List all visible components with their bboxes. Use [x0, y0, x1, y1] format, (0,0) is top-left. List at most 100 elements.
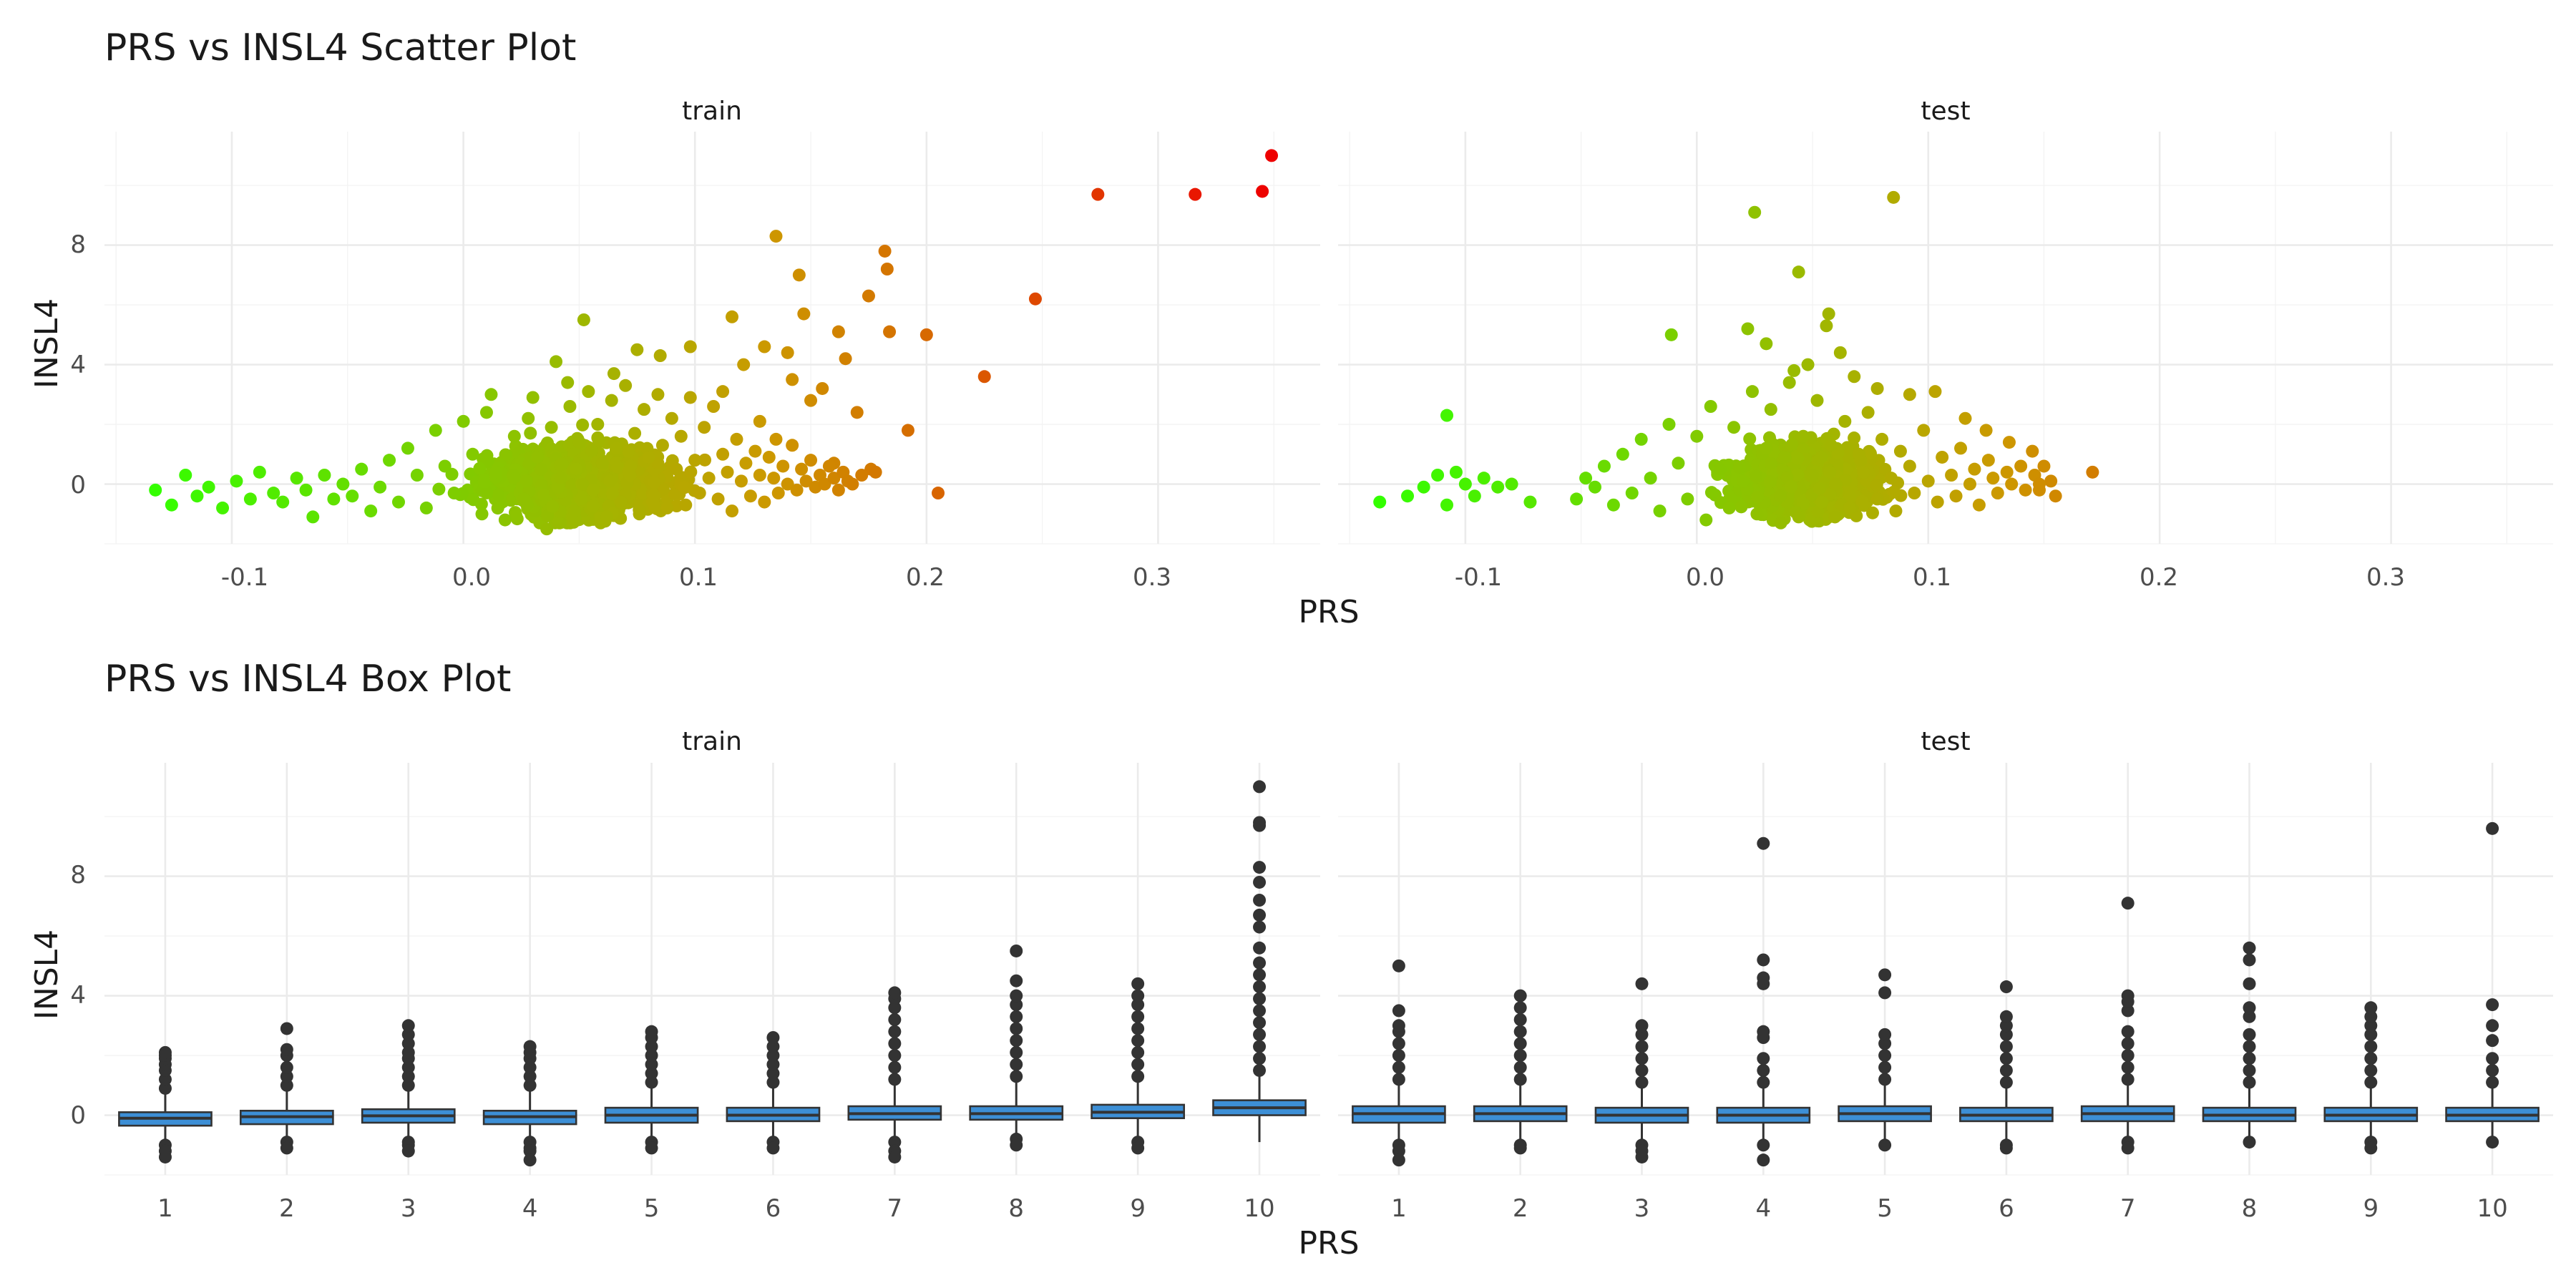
scatter-point [1855, 494, 1869, 508]
scatter-point [683, 391, 697, 404]
scatter-x-tick-labels: -0.1 0.0 0.1 0.2 0.3 -0.1 0.0 0.1 0.2 0.… [221, 563, 2405, 592]
box-outlier [1999, 1075, 2013, 1089]
scatter-point [216, 501, 230, 514]
box-outlier [158, 1081, 172, 1095]
scatter-point [603, 474, 617, 488]
box-outlier [1131, 998, 1145, 1012]
scatter-point [674, 429, 688, 443]
scatter-point [419, 501, 433, 514]
scatter-point [646, 489, 660, 503]
scatter-point [1773, 489, 1787, 503]
scatter-plot: PRS vs INSL4 Scatter Plot train test 8 4… [29, 26, 2553, 630]
box-outlier [1010, 1034, 1023, 1048]
box-outlier [280, 1141, 293, 1155]
scatter-test-points [1373, 190, 2099, 530]
scatter-point [1028, 292, 1042, 306]
scatter-point [1763, 475, 1777, 489]
scatter-point [622, 444, 635, 458]
scatter-point [1823, 487, 1837, 501]
box-x-axis-title: PRS [1298, 1225, 1359, 1262]
box-outlier [1253, 780, 1267, 794]
scatter-point [1811, 505, 1825, 519]
box-outlier [2243, 953, 2256, 967]
scatter-point [401, 441, 414, 455]
scatter-point [614, 495, 628, 509]
box-outlier [2121, 1073, 2135, 1086]
scatter-point [2037, 459, 2051, 473]
scatter-point [1884, 472, 1898, 485]
scatter-point [1699, 513, 1713, 527]
scatter-point [1690, 429, 1704, 443]
box-outlier [2364, 1052, 2378, 1065]
box-outlier [1253, 1063, 1267, 1077]
box-outlier [1392, 1060, 1405, 1074]
box-outlier [888, 1037, 902, 1050]
box-train-7 [847, 986, 942, 1163]
box-outlier [1253, 894, 1267, 907]
scatter-point [1945, 469, 1958, 482]
box-y-tick-8: 8 [70, 861, 86, 889]
box-train-x-tick-6: 6 [766, 1194, 781, 1223]
box-outlier [888, 986, 902, 1000]
scatter-point [771, 487, 785, 500]
box-outlier [2364, 1063, 2378, 1077]
box-y-axis-title: INSL4 [29, 930, 65, 1020]
box-outlier [158, 1045, 172, 1059]
scatter-point [149, 483, 162, 497]
scatter-point [1704, 400, 1717, 413]
scatter-point [1644, 472, 1657, 485]
scatter-point [1727, 421, 1741, 434]
box-outlier [1999, 1141, 2013, 1155]
box-outlier [2364, 1010, 2378, 1023]
scatter-point [498, 513, 512, 527]
scatter-point [243, 492, 257, 506]
box-outlier [2486, 1052, 2499, 1065]
scatter-point [734, 474, 748, 488]
box-outlier [2364, 1075, 2378, 1089]
box-test-4 [1716, 836, 1811, 1167]
box-outlier [1253, 875, 1267, 889]
box-outlier [1131, 1034, 1145, 1048]
scatter-point [2044, 474, 2058, 488]
scatter-point [1903, 459, 1916, 473]
box-outlier [2243, 1063, 2256, 1077]
box-y-tick-labels: 8 4 0 [70, 861, 86, 1130]
scatter-point [919, 328, 933, 341]
scatter-train-x-tick-0.0: 0.0 [452, 563, 491, 592]
scatter-point [767, 472, 781, 485]
box-train-x-tick-9: 9 [1130, 1194, 1146, 1223]
scatter-point [790, 483, 804, 497]
box-train-x-tick-5: 5 [644, 1194, 660, 1223]
scatter-test-x-tick-0.1: 0.1 [1913, 563, 1951, 592]
scatter-point [595, 457, 609, 470]
box-outlier [1392, 1049, 1405, 1063]
scatter-point [555, 457, 569, 471]
box-outlier [1635, 1052, 1649, 1065]
scatter-point [633, 507, 646, 521]
scatter-point [1625, 487, 1639, 500]
box-outlier [1513, 1073, 1527, 1086]
box-train-x-tick-8: 8 [1008, 1194, 1024, 1223]
box-outlier [2243, 1136, 2256, 1149]
scatter-point [901, 424, 914, 437]
scatter-point [526, 391, 540, 404]
scatter-point [410, 469, 424, 482]
scatter-point [1949, 489, 1963, 503]
scatter-point [1815, 495, 1828, 509]
scatter-train-gridlines [104, 132, 1320, 545]
scatter-point [586, 499, 600, 513]
box-outlier [1757, 1138, 1770, 1152]
scatter-point [1863, 447, 1877, 460]
scatter-point [479, 406, 493, 419]
scatter-point [1848, 370, 1861, 384]
scatter-point [670, 462, 683, 476]
scatter-point [1981, 454, 1995, 467]
scatter-point [1606, 498, 1620, 512]
scatter-point [1903, 388, 1916, 401]
scatter-point [977, 370, 991, 384]
scatter-train-x-tick-0.3: 0.3 [1133, 563, 1171, 592]
scatter-point [327, 492, 341, 506]
scatter-point [179, 469, 192, 482]
scatter-point [509, 508, 522, 522]
box-outlier [2486, 1019, 2499, 1033]
